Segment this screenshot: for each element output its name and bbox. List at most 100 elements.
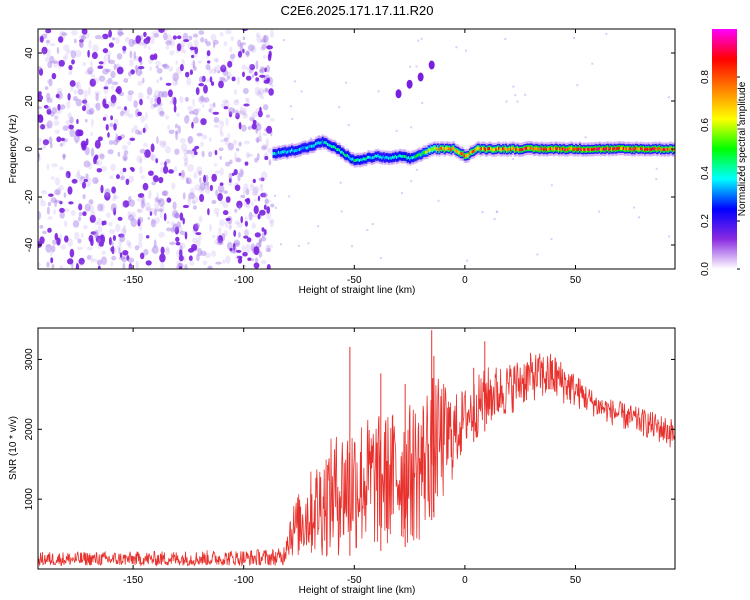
noise-speckle	[154, 208, 158, 217]
noise-speckle	[135, 35, 141, 44]
trace-core	[654, 146, 657, 150]
noise-speckle	[415, 168, 418, 171]
trace-core	[391, 155, 395, 159]
trace-core	[403, 155, 406, 158]
noise-speckle	[245, 75, 252, 81]
trace-core	[601, 147, 604, 151]
noise-speckle	[197, 247, 203, 257]
noise-speckle	[268, 88, 274, 96]
trace-core	[402, 154, 405, 158]
noise-speckle	[262, 34, 269, 43]
noise-speckle	[261, 43, 267, 50]
noise-speckle	[166, 227, 172, 232]
noise-speckle	[184, 264, 188, 269]
noise-speckle	[253, 246, 260, 256]
noise-speckle	[157, 199, 162, 204]
noise-speckle	[72, 220, 80, 228]
noise-speckle	[274, 206, 277, 209]
trace-core	[330, 145, 333, 149]
y-tick-label: 20	[24, 95, 35, 107]
noise-speckle	[124, 36, 130, 43]
noise-speckle	[229, 53, 236, 59]
noise-speckle	[163, 165, 169, 174]
noise-speckle	[252, 178, 256, 184]
noise-speckle	[128, 175, 135, 183]
trace-core	[518, 148, 521, 152]
noise-speckle	[113, 195, 119, 200]
noise-speckle	[94, 229, 99, 239]
noise-speckle	[266, 65, 271, 73]
noise-speckle	[238, 122, 242, 130]
noise-speckle	[46, 120, 53, 129]
trace-core	[288, 149, 291, 153]
trace-core	[488, 147, 491, 150]
noise-speckle	[54, 115, 58, 120]
trace-core	[587, 147, 590, 151]
noise-speckle	[148, 46, 151, 51]
noise-speckle	[371, 223, 374, 226]
noise-speckle	[79, 42, 84, 49]
noise-speckle	[166, 246, 170, 252]
noise-speckle	[234, 88, 237, 95]
trace-core	[346, 153, 349, 157]
noise-speckle	[102, 33, 109, 40]
x-tick-label: -100	[234, 575, 254, 586]
noise-speckle	[185, 96, 189, 102]
trace-core	[503, 148, 506, 152]
noise-speckle	[632, 206, 635, 209]
x-tick-label: 0	[462, 575, 468, 586]
noise-speckle	[203, 182, 209, 190]
trace-core	[484, 148, 487, 152]
noise-speckle	[183, 153, 188, 162]
noise-speckle	[156, 68, 163, 74]
noise-speckle	[165, 82, 172, 86]
noise-speckle	[155, 158, 158, 164]
noise-speckle	[84, 89, 88, 98]
noise-speckle	[153, 33, 160, 38]
trace-core	[445, 147, 448, 150]
trace-core	[567, 148, 570, 152]
noise-speckle	[259, 106, 262, 113]
noise-speckle	[145, 235, 150, 239]
noise-speckle	[74, 49, 82, 58]
noise-speckle	[95, 159, 103, 166]
noise-speckle	[168, 66, 173, 72]
noise-speckle	[119, 170, 125, 175]
noise-speckle	[110, 99, 116, 108]
noise-speckle	[80, 232, 84, 239]
trace-core	[669, 147, 672, 150]
noise-speckle	[215, 189, 219, 197]
noise-speckle	[75, 98, 83, 107]
noise-speckle	[113, 63, 117, 71]
noise-speckle	[251, 214, 258, 218]
noise-speckle	[263, 104, 269, 111]
noise-speckle	[102, 116, 107, 121]
noise-speckle	[207, 208, 210, 216]
noise-speckle	[250, 45, 257, 53]
noise-speckle	[141, 195, 145, 203]
trace-core	[368, 155, 371, 159]
noise-speckle	[159, 210, 163, 219]
noise-speckle	[95, 161, 99, 165]
noise-speckle	[338, 106, 341, 109]
secondary-trace-point	[395, 89, 402, 99]
noise-speckle	[241, 244, 245, 253]
noise-speckle	[254, 86, 261, 96]
noise-speckle	[101, 234, 105, 244]
noise-speckle	[161, 90, 169, 98]
noise-speckle	[136, 155, 143, 163]
trace-core	[624, 147, 627, 151]
noise-speckle	[227, 142, 234, 151]
trace-core	[382, 155, 385, 159]
noise-speckle	[237, 172, 241, 182]
noise-speckle	[179, 96, 184, 104]
noise-speckle	[242, 36, 246, 41]
noise-speckle	[70, 210, 76, 216]
trace-core	[491, 148, 494, 152]
snr-y-label: SNR (10 * v/v)	[8, 416, 19, 480]
noise-speckle	[239, 42, 243, 48]
noise-speckle	[122, 250, 129, 256]
trace-core	[312, 144, 315, 148]
noise-speckle	[228, 172, 233, 181]
noise-speckle	[167, 89, 173, 98]
